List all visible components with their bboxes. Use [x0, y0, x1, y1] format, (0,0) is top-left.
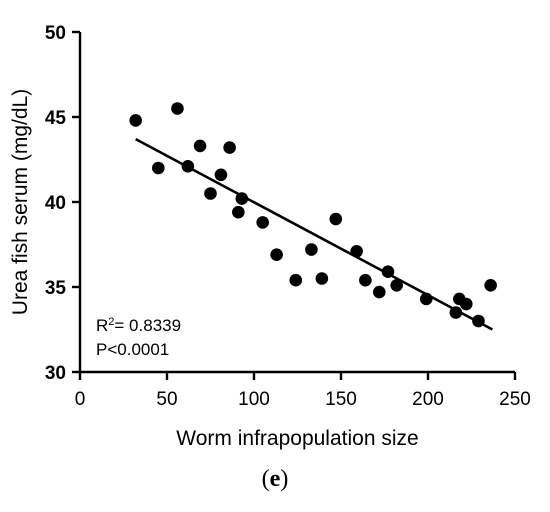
p-value-annotation: P<0.0001 [96, 340, 169, 359]
data-points [129, 102, 497, 328]
y-tick-label: 40 [45, 193, 66, 214]
y-tick-label: 45 [45, 108, 67, 129]
x-tick-label: 150 [325, 389, 357, 410]
data-point [289, 273, 303, 287]
panel-label-close: ) [280, 466, 289, 492]
data-point [235, 192, 249, 205]
data-point [372, 285, 386, 299]
data-point [256, 216, 270, 229]
data-point [129, 114, 142, 127]
y-tick-label: 35 [45, 278, 67, 299]
data-point [270, 248, 283, 261]
y-tick-label: 50 [45, 23, 66, 44]
data-point [232, 205, 245, 219]
data-point [214, 168, 228, 182]
data-point [329, 212, 343, 226]
r-squared-annotation: R2= 0.8339 [96, 316, 181, 335]
regression-line [135, 137, 493, 331]
x-tick-label: 0 [75, 389, 86, 410]
data-point [459, 297, 473, 311]
x-axis-ticks: 0 50 100 150 200 250 [75, 372, 531, 410]
data-point [419, 292, 433, 306]
panel-label-letter: e [269, 466, 281, 492]
data-point [359, 273, 372, 287]
panel-label: (e) [0, 466, 550, 493]
data-point [350, 245, 363, 258]
data-point [484, 279, 497, 292]
y-tick-label: 30 [45, 363, 66, 384]
data-point [381, 265, 395, 279]
data-point [390, 279, 403, 292]
r-squared-prefix: R [96, 316, 108, 335]
panel-label-open: ( [261, 466, 270, 492]
data-point [152, 161, 165, 175]
data-point [171, 102, 184, 115]
data-point [204, 187, 217, 200]
data-point [472, 314, 485, 328]
data-point [181, 160, 195, 173]
x-tick-label: 200 [412, 389, 444, 410]
data-point [193, 139, 207, 153]
y-axis-title: Urea fish serum (mg/dL) [9, 89, 32, 315]
data-point [223, 141, 236, 154]
regression-line-group [135, 137, 493, 331]
scatter-plot: 30 35 40 45 50 0 50 100 150 200 250 Worm infrapop… [9, 23, 531, 450]
data-point [315, 272, 329, 285]
data-point [305, 243, 318, 256]
x-tick-label: 250 [499, 389, 531, 410]
x-tick-label: 100 [238, 389, 270, 410]
data-point [449, 306, 463, 319]
x-tick-label: 50 [156, 389, 177, 410]
y-axis-ticks: 30 35 40 45 50 [45, 23, 80, 384]
x-axis-title: Worm infrapopulation size [176, 427, 418, 450]
r-squared-value: = 0.8339 [114, 316, 181, 335]
r-squared-superscript: 2 [108, 316, 114, 328]
